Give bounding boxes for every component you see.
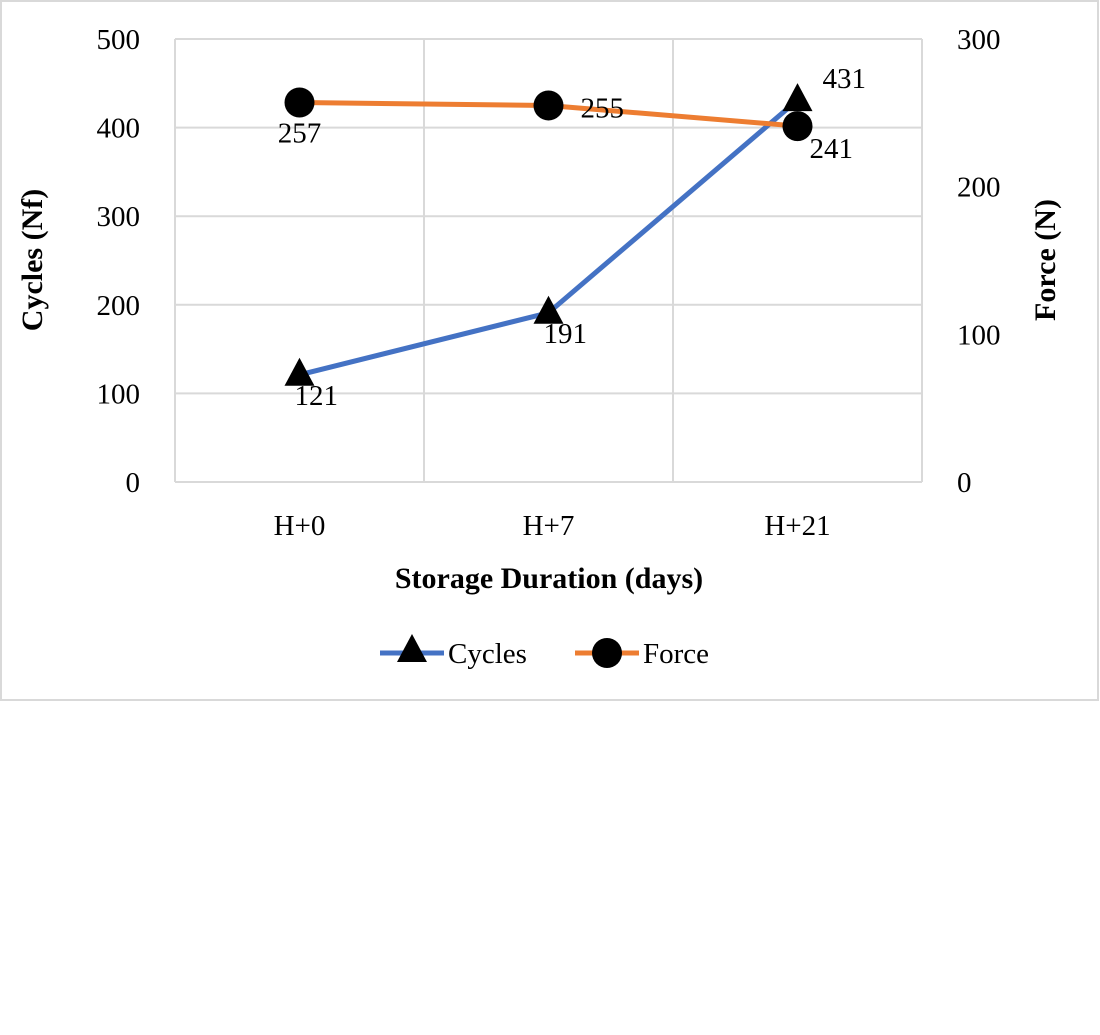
legend-item-force: Force [575,638,709,670]
y-tick-label: 100 [97,378,141,410]
legend-label: Cycles [448,638,527,670]
y-axis-left-title: Cycles (Nf) [16,189,49,331]
y-tick-label: 300 [97,201,141,233]
data-label: 121 [295,380,339,412]
x-tick-label: H+0 [274,510,326,542]
triangle-marker [533,295,564,324]
x-axis-ticks: H+0 H+7 H+21 [274,510,831,542]
y2-tick-label: 0 [957,467,972,499]
triangle-marker [782,83,813,112]
x-tick-label: H+21 [764,510,830,542]
circle-marker [592,638,622,668]
x-axis-title: Storage Duration (days) [395,562,703,595]
y-tick-label: 400 [97,113,141,145]
data-labels: 121 191 431 257 255 241 [278,63,866,412]
y-axis-left-ticks: 0 100 200 300 400 500 [97,24,141,499]
y-tick-label: 200 [97,290,141,322]
y-axis-right-title: Force (N) [1029,199,1062,321]
y-tick-label: 500 [97,24,141,56]
y2-tick-label: 200 [957,172,1001,204]
circle-marker [533,90,564,121]
data-label: 241 [810,133,854,165]
data-label: 255 [581,92,625,124]
circle-marker [284,87,315,118]
legend: Cycles Force [380,634,709,670]
y2-tick-label: 100 [957,319,1001,351]
legend-item-cycles: Cycles [380,634,527,670]
y-axis-right-ticks: 0 100 200 300 [957,24,1001,499]
data-label: 431 [823,63,867,95]
series-markers [284,83,813,386]
data-label: 191 [544,318,588,350]
y2-tick-label: 300 [957,24,1001,56]
x-tick-label: H+7 [523,510,575,542]
triangle-marker [284,357,315,386]
legend-label: Force [643,638,709,670]
gridlines [174,38,923,483]
circle-marker [782,111,813,142]
y-tick-label: 0 [126,467,141,499]
triangle-marker [397,634,427,662]
data-label: 257 [278,117,322,149]
